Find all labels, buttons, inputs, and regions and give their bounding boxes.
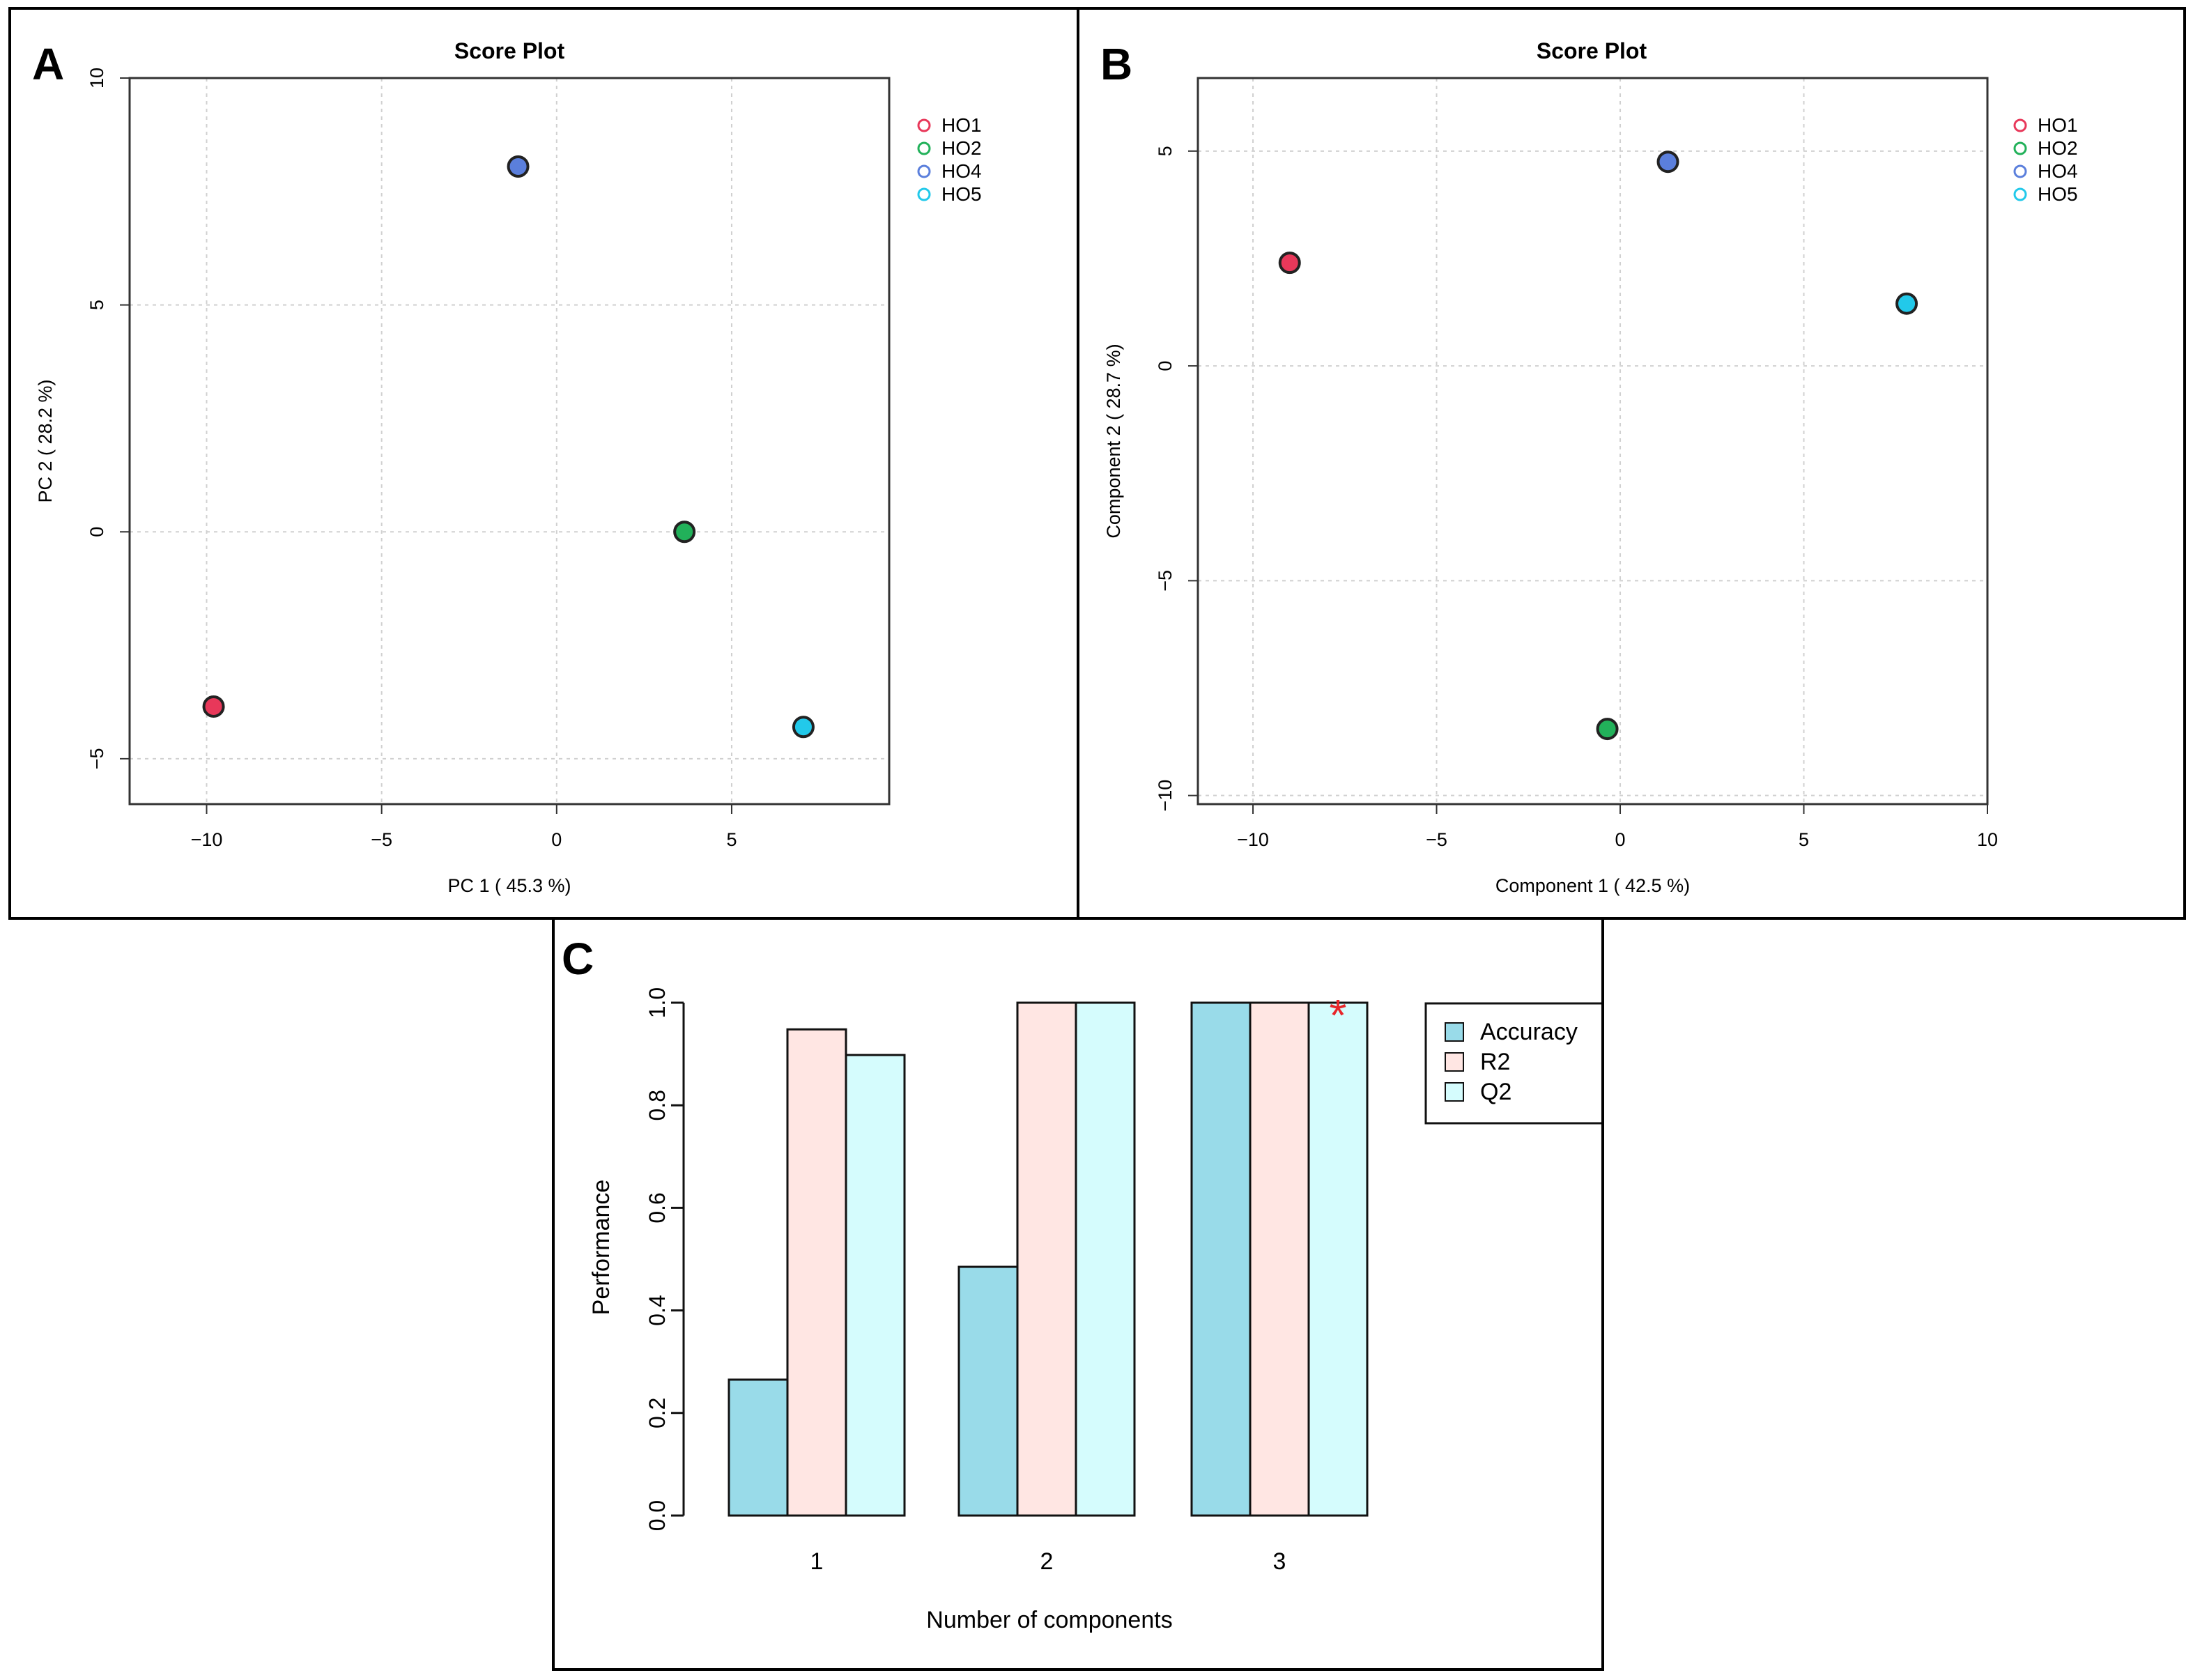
plsda-score-plot-svg: Score Plot B −10 −5 0 5 10 −10 −5 0 5 Component 1 (… bbox=[1100, 38, 2078, 896]
legend-label-ho2: HO2 bbox=[941, 137, 982, 159]
y-tick-label: 0 bbox=[1155, 361, 1176, 371]
y-tick-label: 0.2 bbox=[645, 1398, 670, 1428]
y-tick-label: 10 bbox=[86, 68, 107, 88]
x-tick-label: −10 bbox=[1237, 829, 1269, 850]
y-tick-label: 1.0 bbox=[645, 987, 670, 1018]
legend-marker-ho4 bbox=[917, 164, 931, 178]
x-tick-label: 2 bbox=[1040, 1548, 1054, 1575]
x-tick-label: 1 bbox=[810, 1548, 824, 1575]
y-tick-label: 0.8 bbox=[645, 1090, 670, 1120]
y-tick-label: 5 bbox=[86, 300, 107, 310]
y-axis-title: Component 2 ( 28.7 %) bbox=[1103, 344, 1124, 538]
x-tick-label: −5 bbox=[371, 829, 392, 850]
legend-swatch-q2 bbox=[1445, 1082, 1464, 1102]
x-axis-title: Number of components bbox=[926, 1607, 1172, 1633]
x-tick-label: 5 bbox=[726, 829, 737, 850]
panel-label: C bbox=[562, 934, 594, 984]
x-tick-label: 5 bbox=[1799, 829, 1809, 850]
x-tick-label: 0 bbox=[551, 829, 562, 850]
y-tick-label: 0 bbox=[86, 527, 107, 537]
chart-title: Score Plot bbox=[1537, 38, 1647, 63]
legend-label-r2: R2 bbox=[1480, 1049, 1510, 1075]
legend-swatch-r2 bbox=[1445, 1052, 1464, 1072]
y-tick-label: 0.4 bbox=[645, 1295, 670, 1325]
panel-label: A bbox=[32, 39, 64, 89]
pca-score-plot-svg: Score Plot A −10 −5 0 5 −5 0 5 10 PC 1 ( 45.3 %) PC… bbox=[32, 38, 982, 896]
legend-swatch-accuracy bbox=[1445, 1022, 1464, 1042]
legend-label-ho5: HO5 bbox=[2038, 183, 2078, 205]
bar-r2-3 bbox=[1249, 1001, 1310, 1517]
legend-marker-ho4 bbox=[2013, 164, 2027, 178]
y-tick-label: −5 bbox=[86, 748, 107, 769]
legend-marker-ho2 bbox=[917, 141, 931, 155]
y-axis-title: Performance bbox=[588, 1180, 615, 1316]
legend-marker-ho1 bbox=[917, 118, 931, 132]
bar-accuracy-3 bbox=[1190, 1001, 1252, 1517]
data-point-ho1 bbox=[1278, 252, 1301, 275]
performance-bar-chart-svg: C 1 2 3 0.0 0.2 0.4 0.6 0.8 1.0 Number of componen… bbox=[562, 934, 1601, 1633]
bar-q2-1 bbox=[845, 1054, 906, 1517]
bar-q2-2 bbox=[1075, 1001, 1136, 1517]
x-axis-title: Component 1 ( 42.5 %) bbox=[1495, 875, 1690, 896]
y-axis-title: PC 2 ( 28.2 %) bbox=[35, 379, 56, 502]
y-tick-label: 5 bbox=[1155, 146, 1176, 156]
data-point-ho4 bbox=[507, 155, 530, 178]
panel-label: B bbox=[1100, 39, 1132, 89]
bar-accuracy-1 bbox=[728, 1378, 789, 1517]
x-tick-label: 10 bbox=[1977, 829, 1998, 850]
legend-label-q2: Q2 bbox=[1480, 1079, 1511, 1105]
x-tick-label: 3 bbox=[1273, 1548, 1286, 1575]
legend-label-ho4: HO4 bbox=[2038, 160, 2078, 182]
legend-marker-ho5 bbox=[917, 187, 931, 201]
data-point-ho4 bbox=[1656, 151, 1679, 174]
legend-label-ho5: HO5 bbox=[941, 183, 982, 205]
data-point-ho2 bbox=[673, 521, 696, 544]
bar-q2-3 bbox=[1307, 1001, 1369, 1517]
bar-r2-1 bbox=[786, 1028, 847, 1517]
y-tick-label: 0.6 bbox=[645, 1192, 670, 1223]
y-tick-label: −5 bbox=[1155, 570, 1176, 592]
data-point-ho5 bbox=[792, 716, 815, 739]
chart-title: Score Plot bbox=[454, 38, 565, 63]
plot-frame bbox=[1196, 77, 1989, 806]
panel-b-plsda-score-plot: Score Plot B −10 −5 0 5 10 −10 −5 0 5 Component 1 (… bbox=[1077, 7, 2186, 920]
y-tick-label: 0.0 bbox=[645, 1500, 670, 1531]
legend-label-accuracy: Accuracy bbox=[1480, 1019, 1578, 1045]
bar-r2-2 bbox=[1016, 1001, 1077, 1517]
legend-marker-ho2 bbox=[2013, 141, 2027, 155]
legend-label-ho1: HO1 bbox=[941, 114, 982, 136]
legend-label-ho1: HO1 bbox=[2038, 114, 2078, 136]
legend-marker-ho5 bbox=[2013, 187, 2027, 201]
data-point-ho1 bbox=[202, 695, 225, 718]
legend-label-ho2: HO2 bbox=[2038, 137, 2078, 159]
legend-marker-ho1 bbox=[2013, 118, 2027, 132]
plot-frame bbox=[128, 77, 891, 806]
panel-c-performance-bar-chart: C 1 2 3 0.0 0.2 0.4 0.6 0.8 1.0 Number of componen… bbox=[552, 917, 1604, 1671]
best-model-star-icon: * bbox=[1330, 990, 1347, 1040]
legend-label-ho4: HO4 bbox=[941, 160, 982, 182]
data-point-ho5 bbox=[1895, 292, 1918, 315]
bar-accuracy-2 bbox=[957, 1265, 1019, 1517]
y-tick-label: −10 bbox=[1155, 780, 1176, 812]
panel-a-pca-score-plot: Score Plot A −10 −5 0 5 −5 0 5 10 PC 1 ( 45.3 %) PC… bbox=[8, 7, 1079, 920]
x-tick-label: −10 bbox=[191, 829, 223, 850]
x-axis-title: PC 1 ( 45.3 %) bbox=[447, 875, 571, 896]
data-point-ho2 bbox=[1596, 718, 1619, 741]
x-tick-label: 0 bbox=[1615, 829, 1626, 850]
x-tick-label: −5 bbox=[1426, 829, 1447, 850]
